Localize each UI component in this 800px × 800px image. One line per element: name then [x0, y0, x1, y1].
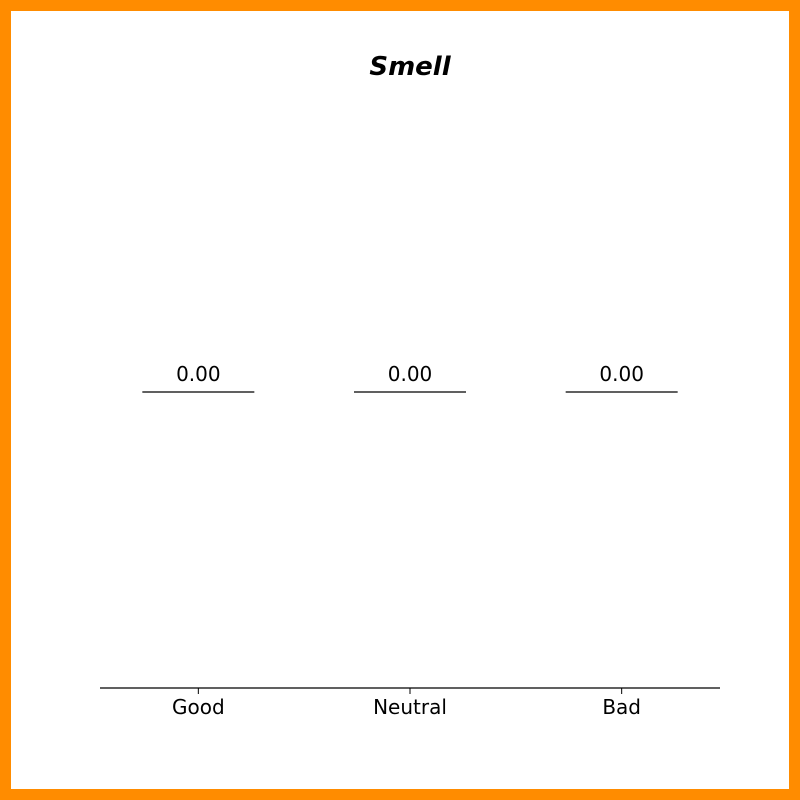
value-label-neutral: 0.00: [388, 362, 433, 386]
value-label-bad: 0.00: [599, 362, 644, 386]
x-tick-label-neutral: Neutral: [373, 695, 447, 719]
chart-title: Smell: [369, 52, 451, 82]
x-tick-label-bad: Bad: [602, 695, 641, 719]
value-label-good: 0.00: [176, 362, 221, 386]
chart-marks: 0.00 Good 0.00 Neutral 0.00 Bad: [142, 362, 678, 719]
x-tick-label-good: Good: [172, 695, 225, 719]
